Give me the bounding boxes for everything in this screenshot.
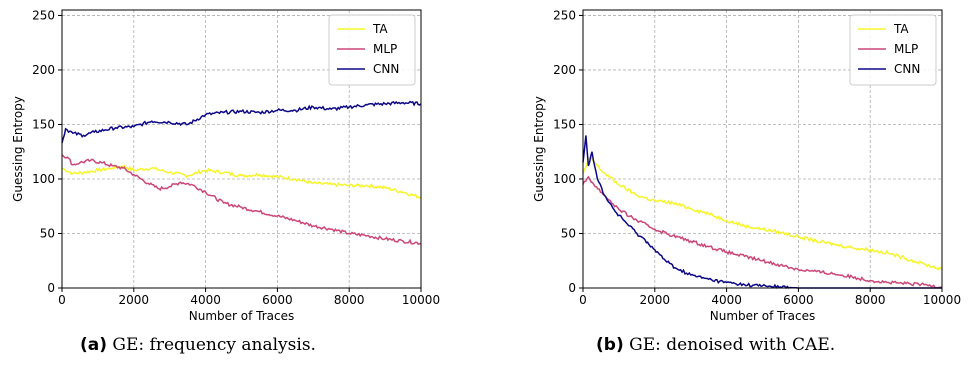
legend-label-ta: TA	[893, 22, 909, 36]
series-line-ta	[61, 164, 422, 199]
y-tick-label: 150	[32, 117, 55, 131]
y-tick-label: 150	[553, 117, 576, 131]
x-tick-label: 2000	[640, 293, 671, 307]
y-tick-label: 200	[553, 63, 576, 77]
plot-frame	[61, 9, 422, 289]
x-tick-label: 8000	[855, 293, 886, 307]
x-tick-label: 0	[58, 293, 66, 307]
series-line-cnn	[582, 135, 942, 290]
legend-label-ta: TA	[372, 22, 388, 36]
y-tick-label: 100	[32, 172, 55, 186]
x-tick-label: 4000	[711, 293, 742, 307]
series-line-mlp	[61, 154, 422, 246]
y-axis-label: Guessing Entropy	[11, 96, 25, 202]
caption-b-text: GE: denoised with CAE.	[629, 335, 836, 355]
x-tick-label: 2000	[119, 293, 150, 307]
legend-box	[328, 14, 416, 86]
chart-panel-b: 0 2000 4000 6000 8000 10000 0 50 100 150 200 250 Num…	[532, 8, 961, 323]
y-tick-label: 250	[553, 8, 576, 22]
caption-b-label: (b)	[596, 335, 624, 355]
x-tick-label: 6000	[262, 293, 293, 307]
plot-frame	[582, 9, 943, 289]
y-tick-label: 50	[40, 226, 55, 240]
y-tick-label: 200	[32, 63, 55, 77]
y-tick-label: 250	[32, 8, 55, 22]
series-line-ta	[582, 156, 943, 271]
x-tick-label: 0	[579, 293, 587, 307]
x-tick-label: 8000	[334, 293, 365, 307]
caption-a: (a) GE: frequency analysis.	[80, 335, 316, 355]
legend-label-mlp: MLP	[894, 42, 918, 56]
chart-panel-a: 0 2000 4000 6000 8000 10000 0 50 100 150 200 250 Num…	[11, 8, 440, 323]
legend-label-cnn: CNN	[373, 62, 399, 76]
legend-label-mlp: MLP	[373, 42, 397, 56]
y-tick-label: 100	[553, 172, 576, 186]
caption-b: (b) GE: denoised with CAE.	[596, 335, 835, 355]
legend-label-cnn: CNN	[894, 62, 920, 76]
y-axis-label: Guessing Entropy	[532, 96, 546, 202]
x-tick-label: 6000	[783, 293, 814, 307]
x-tick-label: 4000	[190, 293, 221, 307]
legend-box	[849, 14, 937, 86]
x-axis-label: Number of Traces	[710, 309, 816, 323]
x-tick-label: 10000	[923, 293, 961, 307]
y-tick-label: 0	[568, 281, 576, 295]
y-tick-label: 0	[47, 281, 55, 295]
x-axis-label: Number of Traces	[189, 309, 295, 323]
series-line-mlp	[582, 175, 943, 289]
caption-a-label: (a)	[80, 335, 108, 355]
series-line-cnn	[61, 100, 422, 144]
y-tick-label: 50	[561, 226, 576, 240]
x-tick-label: 10000	[402, 293, 440, 307]
caption-a-text: GE: frequency analysis.	[112, 335, 316, 355]
